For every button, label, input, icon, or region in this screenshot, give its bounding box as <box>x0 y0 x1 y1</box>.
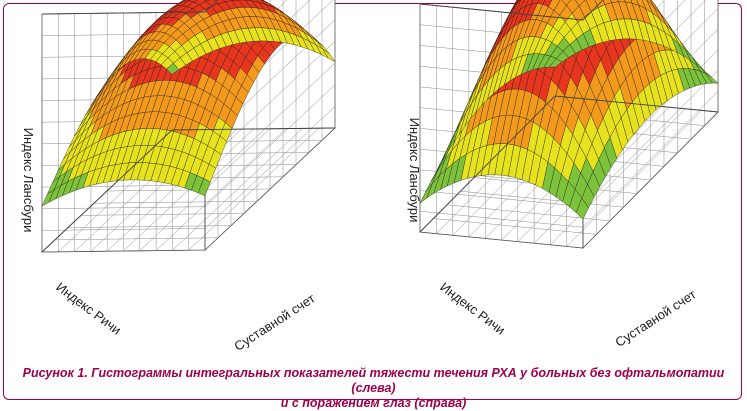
figure-caption: Рисунок 1. Гистограммы интегральных пока… <box>0 366 747 411</box>
surface-chart-right <box>420 0 718 248</box>
right-zlabel: Индекс Лансбури <box>407 118 422 223</box>
left-xlabel: Индекс Ричи <box>53 279 124 337</box>
caption-line-1: Рисунок 1. Гистограммы интегральных пока… <box>0 366 747 396</box>
left-ylabel: Суставной счет <box>231 290 317 353</box>
right-xlabel: Индекс Ричи <box>437 279 508 337</box>
left-zlabel: Индекс Лансбури <box>21 128 36 233</box>
caption-line-2: и с поражением глаз (справа) <box>0 396 747 411</box>
right-ylabel: Суставной счет <box>612 286 698 349</box>
surface-chart-left <box>42 0 335 252</box>
